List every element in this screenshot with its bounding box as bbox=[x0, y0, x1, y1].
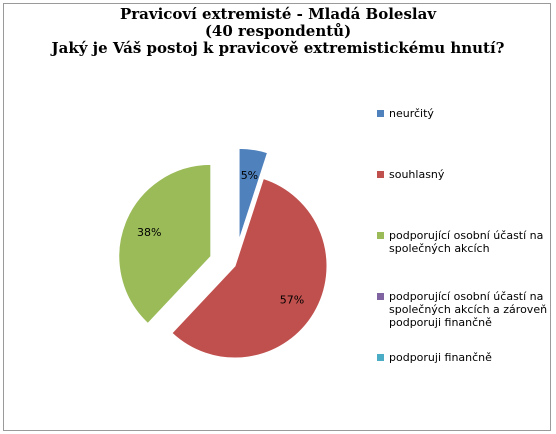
chart-title-line-3: Jaký je Váš postoj k pravicově extremist… bbox=[51, 39, 505, 57]
legend-label: podporuji finančně bbox=[389, 351, 492, 364]
legend-swatch bbox=[377, 354, 384, 361]
legend-swatch bbox=[377, 110, 384, 117]
data-label-2: 38% bbox=[137, 226, 161, 239]
pie-slice-1 bbox=[171, 177, 328, 359]
legend-label: neurčitý bbox=[389, 107, 434, 120]
pie-slice-2 bbox=[118, 163, 212, 325]
legend-label: podporující osobní účastí na společných … bbox=[389, 229, 544, 255]
legend-swatch bbox=[377, 171, 384, 178]
data-label-1: 57% bbox=[280, 294, 304, 307]
chart-title-line-2: (40 respondentů) bbox=[204, 22, 352, 40]
legend-label: souhlasný bbox=[389, 168, 445, 181]
legend-label: podporující osobní účastí na společných … bbox=[389, 290, 548, 329]
legend-swatch bbox=[377, 293, 384, 300]
pie-slice-0 bbox=[238, 147, 269, 241]
legend-swatch bbox=[377, 232, 384, 239]
chart-title-line-1: Pravicoví extremisté - Mladá Boleslav bbox=[119, 5, 437, 23]
chart-title: Pravicoví extremisté - Mladá Boleslav (4… bbox=[0, 6, 556, 57]
data-label-0: 5% bbox=[241, 169, 258, 182]
